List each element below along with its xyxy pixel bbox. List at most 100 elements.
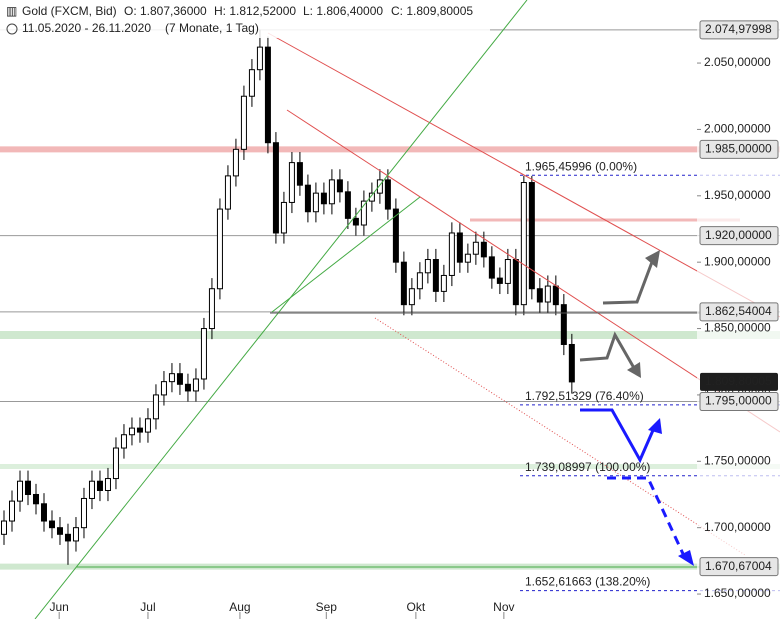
candle-body (488, 256, 495, 279)
arrow (607, 476, 686, 557)
candle-body (512, 259, 519, 306)
arrowhead (648, 418, 662, 434)
candle-body (152, 394, 159, 420)
open: O: 1.807,36000 (124, 4, 207, 18)
clock-icon (6, 23, 18, 35)
y-tick-label: 1.700,00000 (704, 520, 771, 534)
candle-body (320, 192, 327, 205)
candle-body (40, 503, 47, 522)
candle-body (328, 179, 335, 205)
trend-line (34, 0, 528, 619)
candle-body (24, 480, 31, 495)
candle-body (496, 277, 503, 284)
candle-body (176, 373, 183, 385)
candle-body (440, 274, 447, 292)
candle-body (536, 288, 543, 303)
axes: 1.965,45996 (0.00%) 1.792,51329 (76.40%) 1… (50, 0, 780, 619)
arrowhead (678, 550, 694, 566)
candle-body (280, 201, 287, 234)
candle-body (272, 142, 279, 234)
candle-body (432, 259, 439, 292)
last-price-label: 1.809,80005 (705, 374, 772, 388)
candle-body (376, 179, 383, 194)
arrow (580, 408, 656, 464)
plot-layer (0, 29, 780, 592)
y-tick-label: 1.950,00000 (704, 188, 771, 202)
candle-body (456, 232, 463, 263)
candle-body (128, 427, 135, 436)
level-label: 1.920,00000 (705, 228, 772, 242)
level-label: 2.074,97998 (705, 22, 772, 36)
candle-body (392, 208, 399, 263)
y-tick-label: 1.650,00000 (704, 586, 771, 600)
candle-body (0, 520, 7, 535)
candle-body (136, 427, 143, 433)
fib-label: 1.652,61663 (138.20%) (525, 575, 650, 589)
candle-body (560, 304, 567, 345)
candle-body (248, 69, 255, 97)
level-label-box (699, 557, 779, 577)
candle-body (160, 381, 167, 396)
arrowhead (645, 250, 660, 268)
fib-label: 1.739,08997 (100.00%) (525, 460, 650, 474)
drawings (34, 0, 780, 619)
level-label: 1.985,00000 (705, 142, 772, 156)
candle-body (168, 373, 175, 383)
candle-body (352, 217, 359, 226)
candle-body (232, 148, 239, 177)
candle-body (552, 285, 559, 306)
x-tick-label: Nov (493, 600, 514, 614)
date-range: 11.05.2020 - 26.11.2020 (22, 21, 151, 35)
trend-line (267, 32, 780, 318)
level-label-box (699, 139, 779, 159)
candle-body (184, 383, 191, 392)
candle-body (400, 261, 407, 306)
header: ▥ Gold (FXCM, Bid) O: 1.807,36000 H: 1.8… (0, 0, 490, 38)
candle-body (408, 288, 415, 306)
candle-body (88, 480, 95, 499)
candle-body (312, 192, 319, 213)
candle-body (208, 288, 215, 330)
fib-label: 1.965,45996 (0.00%) (525, 159, 637, 173)
x-tick-label: Aug (229, 600, 250, 614)
candle-body (416, 272, 423, 290)
support-band (0, 464, 780, 469)
candle-body (544, 285, 551, 303)
candle-body (112, 447, 119, 480)
candle-body (368, 192, 375, 202)
candle-body (48, 520, 55, 529)
candle-body (8, 500, 15, 522)
arrow (579, 331, 636, 369)
level-label: 1.670,67004 (705, 559, 772, 573)
y-tick-label: 1.750,00000 (704, 453, 771, 467)
candle-body (240, 95, 247, 150)
candle-body (448, 232, 455, 276)
candle-body (224, 175, 231, 210)
candle-body (464, 253, 471, 263)
candle-body (304, 184, 311, 213)
level-label: 1.795,00000 (705, 394, 772, 408)
candle-body (216, 208, 223, 290)
support-band (0, 331, 780, 339)
candle-body (424, 259, 431, 274)
date-span: (7 Monate, 1 Tag) (165, 21, 259, 35)
candle-body (384, 179, 391, 210)
candle-body (104, 478, 111, 492)
candle-body (480, 241, 487, 258)
header-bg (0, 0, 490, 38)
last-price-box (700, 372, 778, 391)
candle-body (568, 343, 575, 383)
x-tick-label: Okt (407, 600, 426, 614)
close: C: 1.809,80005 (391, 4, 473, 18)
candle-body (504, 259, 511, 284)
candle-body (56, 527, 63, 535)
y-tick-label: 2.050,00000 (704, 55, 771, 69)
y-tick-label: 1.900,00000 (704, 254, 771, 268)
low: L: 1.806,40000 (303, 4, 383, 18)
symbol-icon: ▥ (6, 4, 17, 18)
candle-body (528, 182, 535, 290)
candle-body (64, 533, 71, 542)
trend-line (271, 196, 421, 313)
